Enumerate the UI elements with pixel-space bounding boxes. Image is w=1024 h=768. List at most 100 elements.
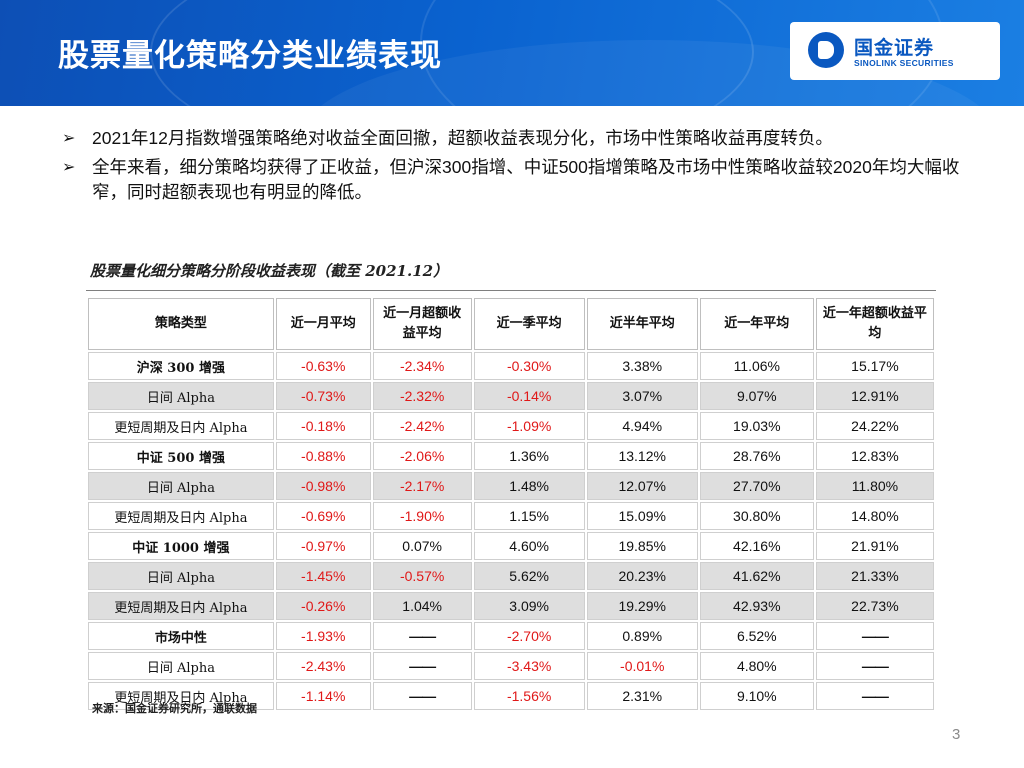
arrow-bullet-icon: ➢ [62,130,76,147]
table-cell: —— [372,682,472,710]
table-cell: -2.70% [473,622,585,650]
table-header-row: 策略类型 近一月平均 近一月超额收益平均 近一季平均 近半年平均 近一年平均 近一年超额收益… [88,298,934,350]
strategy-label: 更短周期及日内 Alpha [88,592,274,620]
table-row: 日间 Alpha -0.73% -2.32% -0.14% 3.07% 9.07% 12.9… [88,382,934,410]
table-cell: 27.70% [699,472,814,500]
table-cell: 1.04% [372,592,472,620]
bullet-text: 全年来看，细分策略均获得了正收益，但沪深300指增、中证500指增策略及市场中性… [92,157,960,202]
table-cell: 42.16% [699,532,814,560]
table-cell: 11.06% [699,352,814,380]
strategy-label: 日间 Alpha [88,472,274,500]
strategy-label: 日间 Alpha [88,652,274,680]
table-cell: —— [372,622,472,650]
strategy-label: 更短周期及日内 Alpha [88,502,274,530]
table-row: 更短周期及日内 Alpha -1.14% —— -1.56% 2.31% 9.10% —— [88,682,934,710]
table-cell: 0.89% [586,622,698,650]
table-cell: 21.91% [815,532,934,560]
table-cell: -2.32% [372,382,472,410]
page-number: 3 [952,726,961,743]
header-banner: 股票量化策略分类业绩表现 国金证券 SINOLINK SECURITIES [0,0,1024,106]
company-logo: 国金证券 SINOLINK SECURITIES [790,22,1000,80]
source-note: 来源：国金证券研究所，通联数据 [92,702,257,715]
column-header: 近一月超额收益平均 [372,298,472,350]
table-body: 沪深 300 增强 -0.63% -2.34% -0.30% 3.38% 11.06% 15… [88,352,934,710]
table-cell: 2.31% [586,682,698,710]
table-cell: 30.80% [699,502,814,530]
table-cell: -1.45% [275,562,371,590]
table-cell: 3.07% [586,382,698,410]
table-cell: 19.03% [699,412,814,440]
column-header: 策略类型 [88,298,274,350]
table-cell: -0.98% [275,472,371,500]
table-cell: 1.48% [473,472,585,500]
strategy-label: 日间 Alpha [88,382,274,410]
table-row: 更短周期及日内 Alpha -0.26% 1.04% 3.09% 19.29% 42.93… [88,592,934,620]
bullet-item: ➢ 全年来看，细分策略均获得了正收益，但沪深300指增、中证500指增策略及市场… [62,155,982,205]
table-cell: 3.38% [586,352,698,380]
column-header: 近一月平均 [275,298,371,350]
table-cell: 15.17% [815,352,934,380]
table-row: 日间 Alpha -1.45% -0.57% 5.62% 20.23% 41.62% 21.… [88,562,934,590]
table-cell: -0.01% [586,652,698,680]
table-cell: -0.73% [275,382,371,410]
table-cell: 12.91% [815,382,934,410]
table-cell: 12.83% [815,442,934,470]
logo-english-name: SINOLINK SECURITIES [854,58,954,68]
table-cell: 20.23% [586,562,698,590]
performance-table-section: 股票量化细分策略分阶段收益表现（截至 2021.12） 策略类型 近一月平均 近一月… [86,256,936,710]
performance-table: 策略类型 近一月平均 近一月超额收益平均 近一季平均 近半年平均 近一年平均 近一年超额收益… [86,296,936,712]
table-row: 沪深 300 增强 -0.63% -2.34% -0.30% 3.38% 11.06% 15… [88,352,934,380]
table-cell: -0.14% [473,382,585,410]
table-cell: -1.90% [372,502,472,530]
table-row: 更短周期及日内 Alpha -0.69% -1.90% 1.15% 15.09% 30.8… [88,502,934,530]
strategy-label: 中证 1000 增强 [88,532,274,560]
strategy-label: 更短周期及日内 Alpha [88,412,274,440]
table-cell: 6.52% [699,622,814,650]
table-cell: 28.76% [699,442,814,470]
table-cell: —— [815,622,934,650]
strategy-label: 市场中性 [88,622,274,650]
table-cell: 42.93% [699,592,814,620]
bullet-text: 2021年12月指数增强策略绝对收益全面回撤，超额收益表现分化，市场中性策略收益… [92,128,833,148]
caption-divider [86,290,936,291]
table-cell: 15.09% [586,502,698,530]
table-cell: 0.07% [372,532,472,560]
table-cell: 11.80% [815,472,934,500]
table-cell: -0.97% [275,532,371,560]
column-header: 近半年平均 [586,298,698,350]
table-cell: 9.10% [699,682,814,710]
table-caption: 股票量化细分策略分阶段收益表现（截至 2021.12） [90,262,449,280]
table-cell: -2.43% [275,652,371,680]
table-cell: 1.36% [473,442,585,470]
table-cell: -2.42% [372,412,472,440]
page-title: 股票量化策略分类业绩表现 [58,38,442,73]
table-row: 中证 1000 增强 -0.97% 0.07% 4.60% 19.85% 42.16% 21… [88,532,934,560]
arrow-bullet-icon: ➢ [62,159,76,176]
table-row: 更短周期及日内 Alpha -0.18% -2.42% -1.09% 4.94% 19.0… [88,412,934,440]
table-cell: 22.73% [815,592,934,620]
strategy-label: 日间 Alpha [88,562,274,590]
column-header: 近一年超额收益平均 [815,298,934,350]
table-cell: -2.06% [372,442,472,470]
table-cell: -0.88% [275,442,371,470]
table-cell: -0.26% [275,592,371,620]
table-cell: —— [815,652,934,680]
table-cell: 4.94% [586,412,698,440]
table-row: 日间 Alpha -0.98% -2.17% 1.48% 12.07% 27.70% 11.… [88,472,934,500]
table-cell: 21.33% [815,562,934,590]
logo-icon [808,32,844,68]
strategy-label: 更短周期及日内 Alpha [88,682,274,710]
table-cell: 14.80% [815,502,934,530]
table-cell: -1.14% [275,682,371,710]
table-cell: 4.60% [473,532,585,560]
table-cell: 19.85% [586,532,698,560]
table-row: 日间 Alpha -2.43% —— -3.43% -0.01% 4.80% —— [88,652,934,680]
table-row: 市场中性 -1.93% —— -2.70% 0.89% 6.52% —— [88,622,934,650]
table-cell: 41.62% [699,562,814,590]
table-cell: -0.57% [372,562,472,590]
table-cell: 5.62% [473,562,585,590]
table-row: 中证 500 增强 -0.88% -2.06% 1.36% 13.12% 28.76% 12… [88,442,934,470]
bullet-list: ➢ 2021年12月指数增强策略绝对收益全面回撤，超额收益表现分化，市场中性策略… [62,126,982,209]
table-cell: 24.22% [815,412,934,440]
table-cell: -0.69% [275,502,371,530]
